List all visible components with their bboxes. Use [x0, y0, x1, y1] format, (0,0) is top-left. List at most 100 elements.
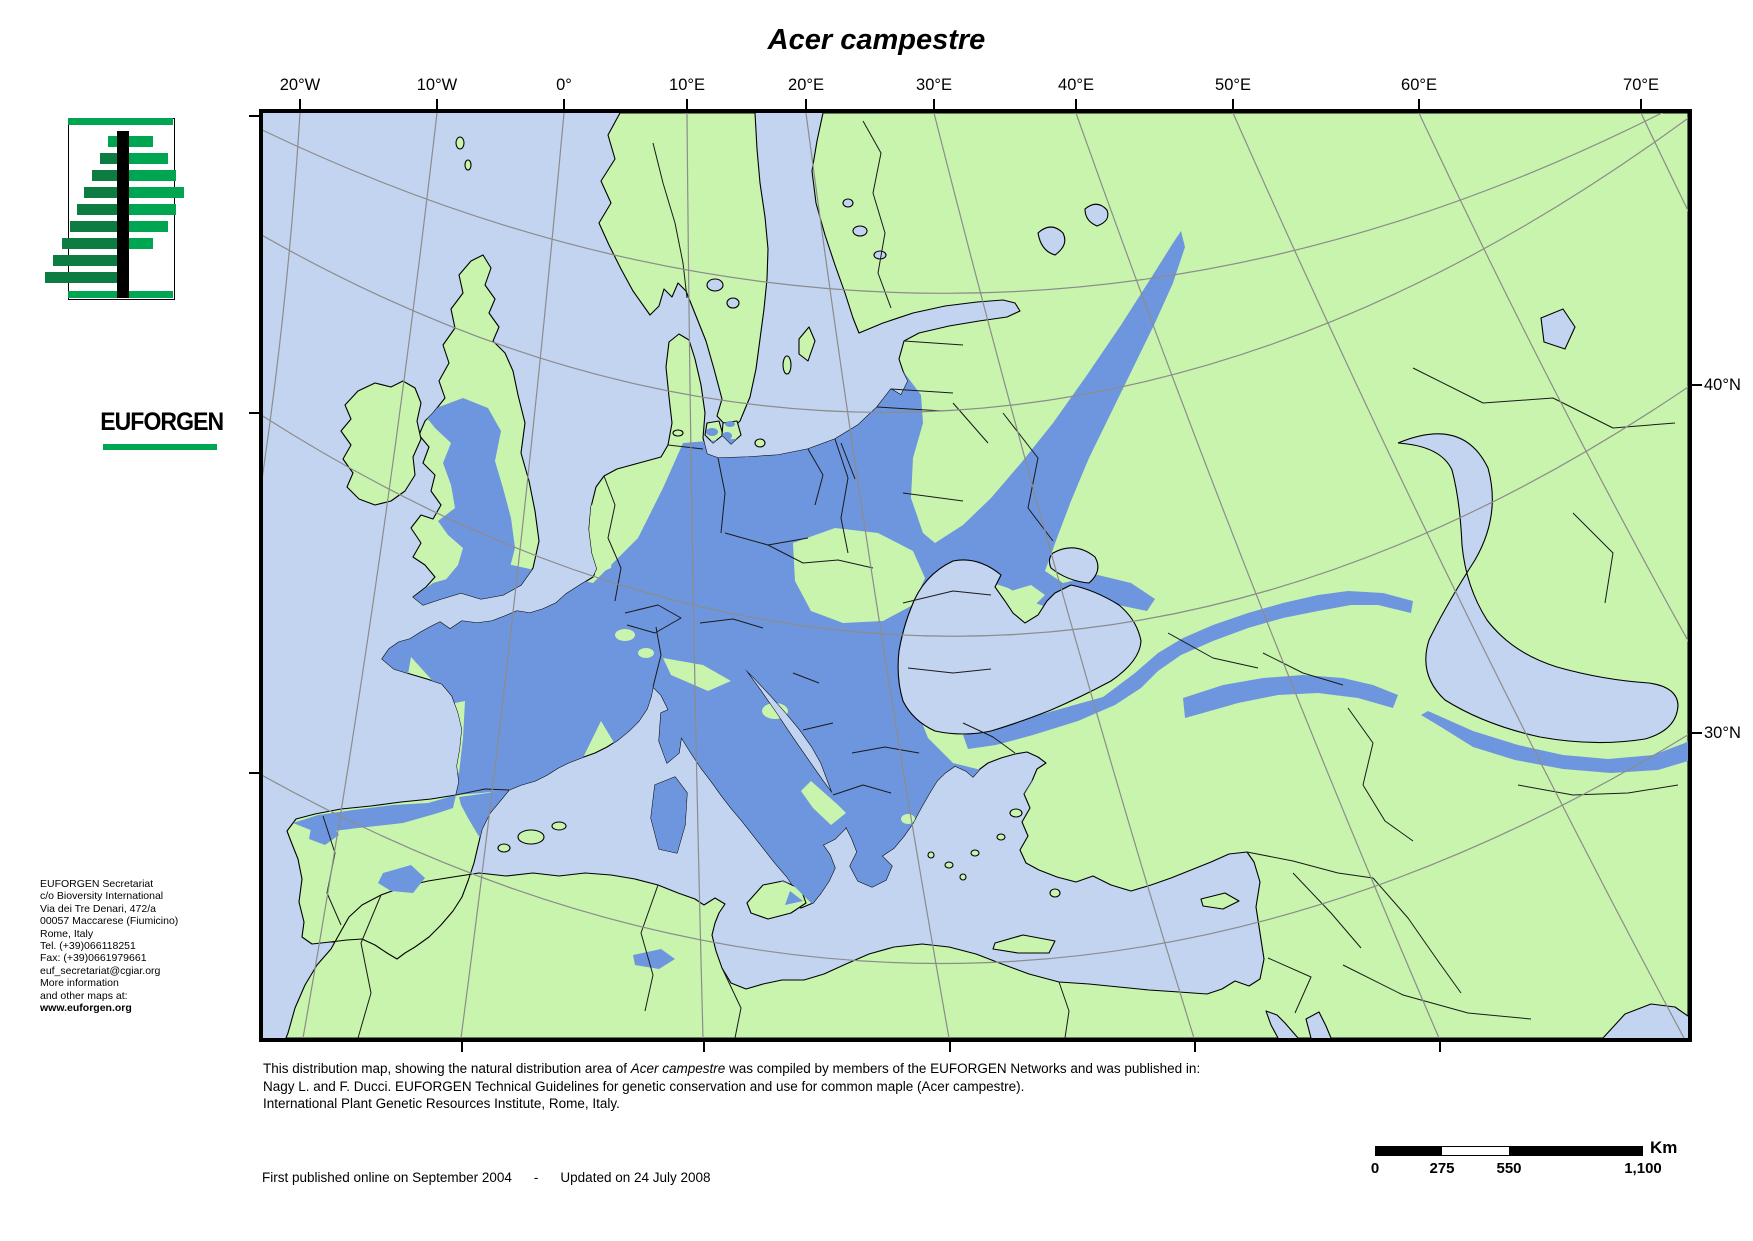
- distribution-corsica: [661, 725, 681, 761]
- tick-left: [249, 412, 263, 414]
- contact-line: Fax: (+39)0661979661: [40, 952, 147, 965]
- axis-label-20e: 20°E: [788, 76, 824, 94]
- land-ibiza: [497, 843, 511, 853]
- distribution-tunisia: [633, 949, 675, 969]
- green-dutch-coast: [588, 501, 615, 575]
- contact-line: Via dei Tre Denari, 472/a: [40, 902, 156, 915]
- scale-label-550: 550: [1496, 1160, 1522, 1177]
- scale-label-1100: 1,100: [1624, 1160, 1662, 1177]
- distribution-denmark: [706, 428, 718, 436]
- lake-ladoga: [1037, 226, 1066, 256]
- caption-line-3: International Plant Genetic Resources In…: [263, 1096, 620, 1111]
- axis-label-30n: 30°N: [1704, 724, 1741, 742]
- contact-email: euf_secretariat@cgiar.org: [40, 964, 161, 977]
- distribution-caucasus: [1183, 675, 1398, 718]
- contact-line: 00057 Maccarese (Fiumicino): [40, 915, 179, 928]
- axis-label-70e: 70°E: [1623, 76, 1659, 94]
- axis-label-50e: 50°E: [1215, 76, 1251, 94]
- distribution-central-spain: [378, 865, 425, 893]
- green-alps: [615, 629, 635, 641]
- distribution-ne-spain: [459, 788, 511, 848]
- contact-line: Rome, Italy: [40, 927, 94, 940]
- publication-footer: First published online on September 2004…: [262, 1170, 711, 1185]
- finnish-lake: [842, 198, 854, 208]
- land-aegean-island: [927, 851, 935, 859]
- finnish-lake: [873, 250, 887, 260]
- scale-label-275: 275: [1429, 1160, 1455, 1177]
- lakes-layer: [706, 198, 1679, 744]
- green-pannonia: [793, 528, 925, 623]
- land-aegean-island: [970, 849, 980, 857]
- distribution-map: [263, 113, 1688, 1038]
- tick-top: [563, 99, 565, 113]
- scale-label-0: 0: [1370, 1160, 1380, 1177]
- distribution-sardinia: [651, 777, 687, 853]
- scale-unit: Km: [1650, 1138, 1678, 1157]
- green-crimea: [1011, 585, 1045, 607]
- sea-of-azov: [1048, 547, 1099, 584]
- land-faroe: [464, 159, 472, 171]
- land-rhodes: [1049, 888, 1061, 898]
- logo-tree-icon: [45, 118, 184, 298]
- tick-top: [805, 99, 807, 113]
- land-cyprus: [1200, 892, 1240, 910]
- tick-right: [1688, 732, 1702, 734]
- green-alps: [638, 648, 654, 658]
- contact-website: www.euforgen.org: [40, 1002, 132, 1015]
- tick-bottom: [949, 1038, 951, 1052]
- contact-line: c/o Bioversity International: [40, 890, 164, 903]
- land-lesbos: [1009, 808, 1023, 818]
- distribution-england: [423, 398, 515, 595]
- green-thessaly: [901, 814, 915, 824]
- axis-label-10e: 10°E: [669, 76, 705, 94]
- caption-line-1: This distribution map, showing the natur…: [263, 1061, 1201, 1076]
- axis-label-0: 0°: [556, 76, 572, 94]
- tick-top: [1640, 99, 1642, 113]
- tick-top: [686, 99, 688, 113]
- land-menorca: [551, 821, 567, 831]
- tick-top: [436, 99, 438, 113]
- land-faroe: [455, 136, 465, 150]
- footer-separator: -: [533, 1170, 539, 1185]
- tick-bottom: [461, 1038, 463, 1052]
- black-sea: [897, 559, 1142, 735]
- tick-top: [1418, 99, 1420, 113]
- tick-right: [1688, 384, 1702, 386]
- lake-onega: [1084, 203, 1109, 227]
- tick-top: [299, 99, 301, 113]
- distribution-turkey-coast: [963, 591, 1413, 749]
- land-bornholm: [754, 438, 766, 448]
- distribution-nw-spain: [309, 823, 339, 845]
- tick-left: [249, 115, 263, 117]
- map-title: Acer campestre: [767, 24, 986, 56]
- contact-line: and other maps at:: [40, 989, 128, 1002]
- logo-underline: [103, 444, 217, 450]
- axis-label-10w: 10°W: [416, 76, 458, 94]
- map-frame: [259, 109, 1692, 1042]
- graticule-layer: [263, 113, 1688, 1038]
- contact-line: EUFORGEN Secretariat: [40, 878, 154, 890]
- axis-label-30e: 30°E: [916, 76, 952, 94]
- distribution-south-caspian: [1421, 711, 1688, 773]
- finnish-lake: [852, 225, 868, 237]
- land-crete: [992, 934, 1056, 954]
- caspian-sea: [1397, 433, 1679, 744]
- map-caption: This distribution map, showing the natur…: [263, 1060, 1543, 1113]
- contact-block: EUFORGEN Secretariat c/o Bioversity Inte…: [40, 878, 178, 1014]
- tick-bottom: [1194, 1038, 1196, 1052]
- scale-bar-segment: [1442, 1147, 1509, 1155]
- footer-updated: Updated on 24 July 2008: [560, 1170, 711, 1185]
- euforgen-logo: EUFORGEN: [45, 112, 224, 450]
- land-aegean-island: [944, 861, 954, 869]
- green-po-valley: [663, 658, 731, 691]
- tick-left: [249, 772, 263, 774]
- land-aegean-island: [959, 873, 967, 881]
- distribution-north-spain: [293, 795, 456, 833]
- land-aegean-island: [996, 833, 1006, 841]
- footer-published: First published online on September 2004: [262, 1170, 512, 1185]
- land-sicily: [746, 880, 807, 920]
- tick-bottom: [1439, 1038, 1441, 1052]
- land-rugen: [672, 429, 684, 437]
- tick-top: [933, 99, 935, 113]
